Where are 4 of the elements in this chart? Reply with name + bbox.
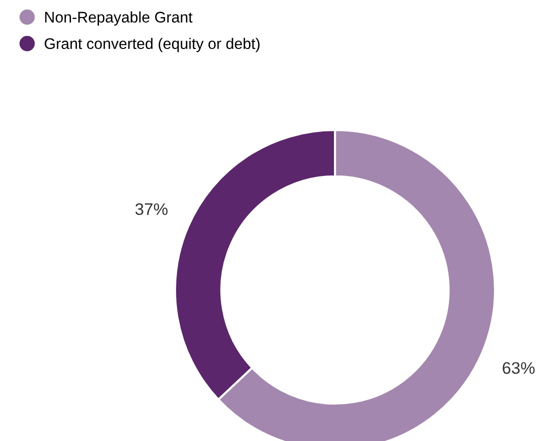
data-label: 63% xyxy=(502,362,535,374)
legend-label: Non-Repayable Grant xyxy=(45,11,192,26)
legend-label: Grant converted (equity or debt) xyxy=(44,38,260,52)
data-label: 37% xyxy=(135,203,168,216)
